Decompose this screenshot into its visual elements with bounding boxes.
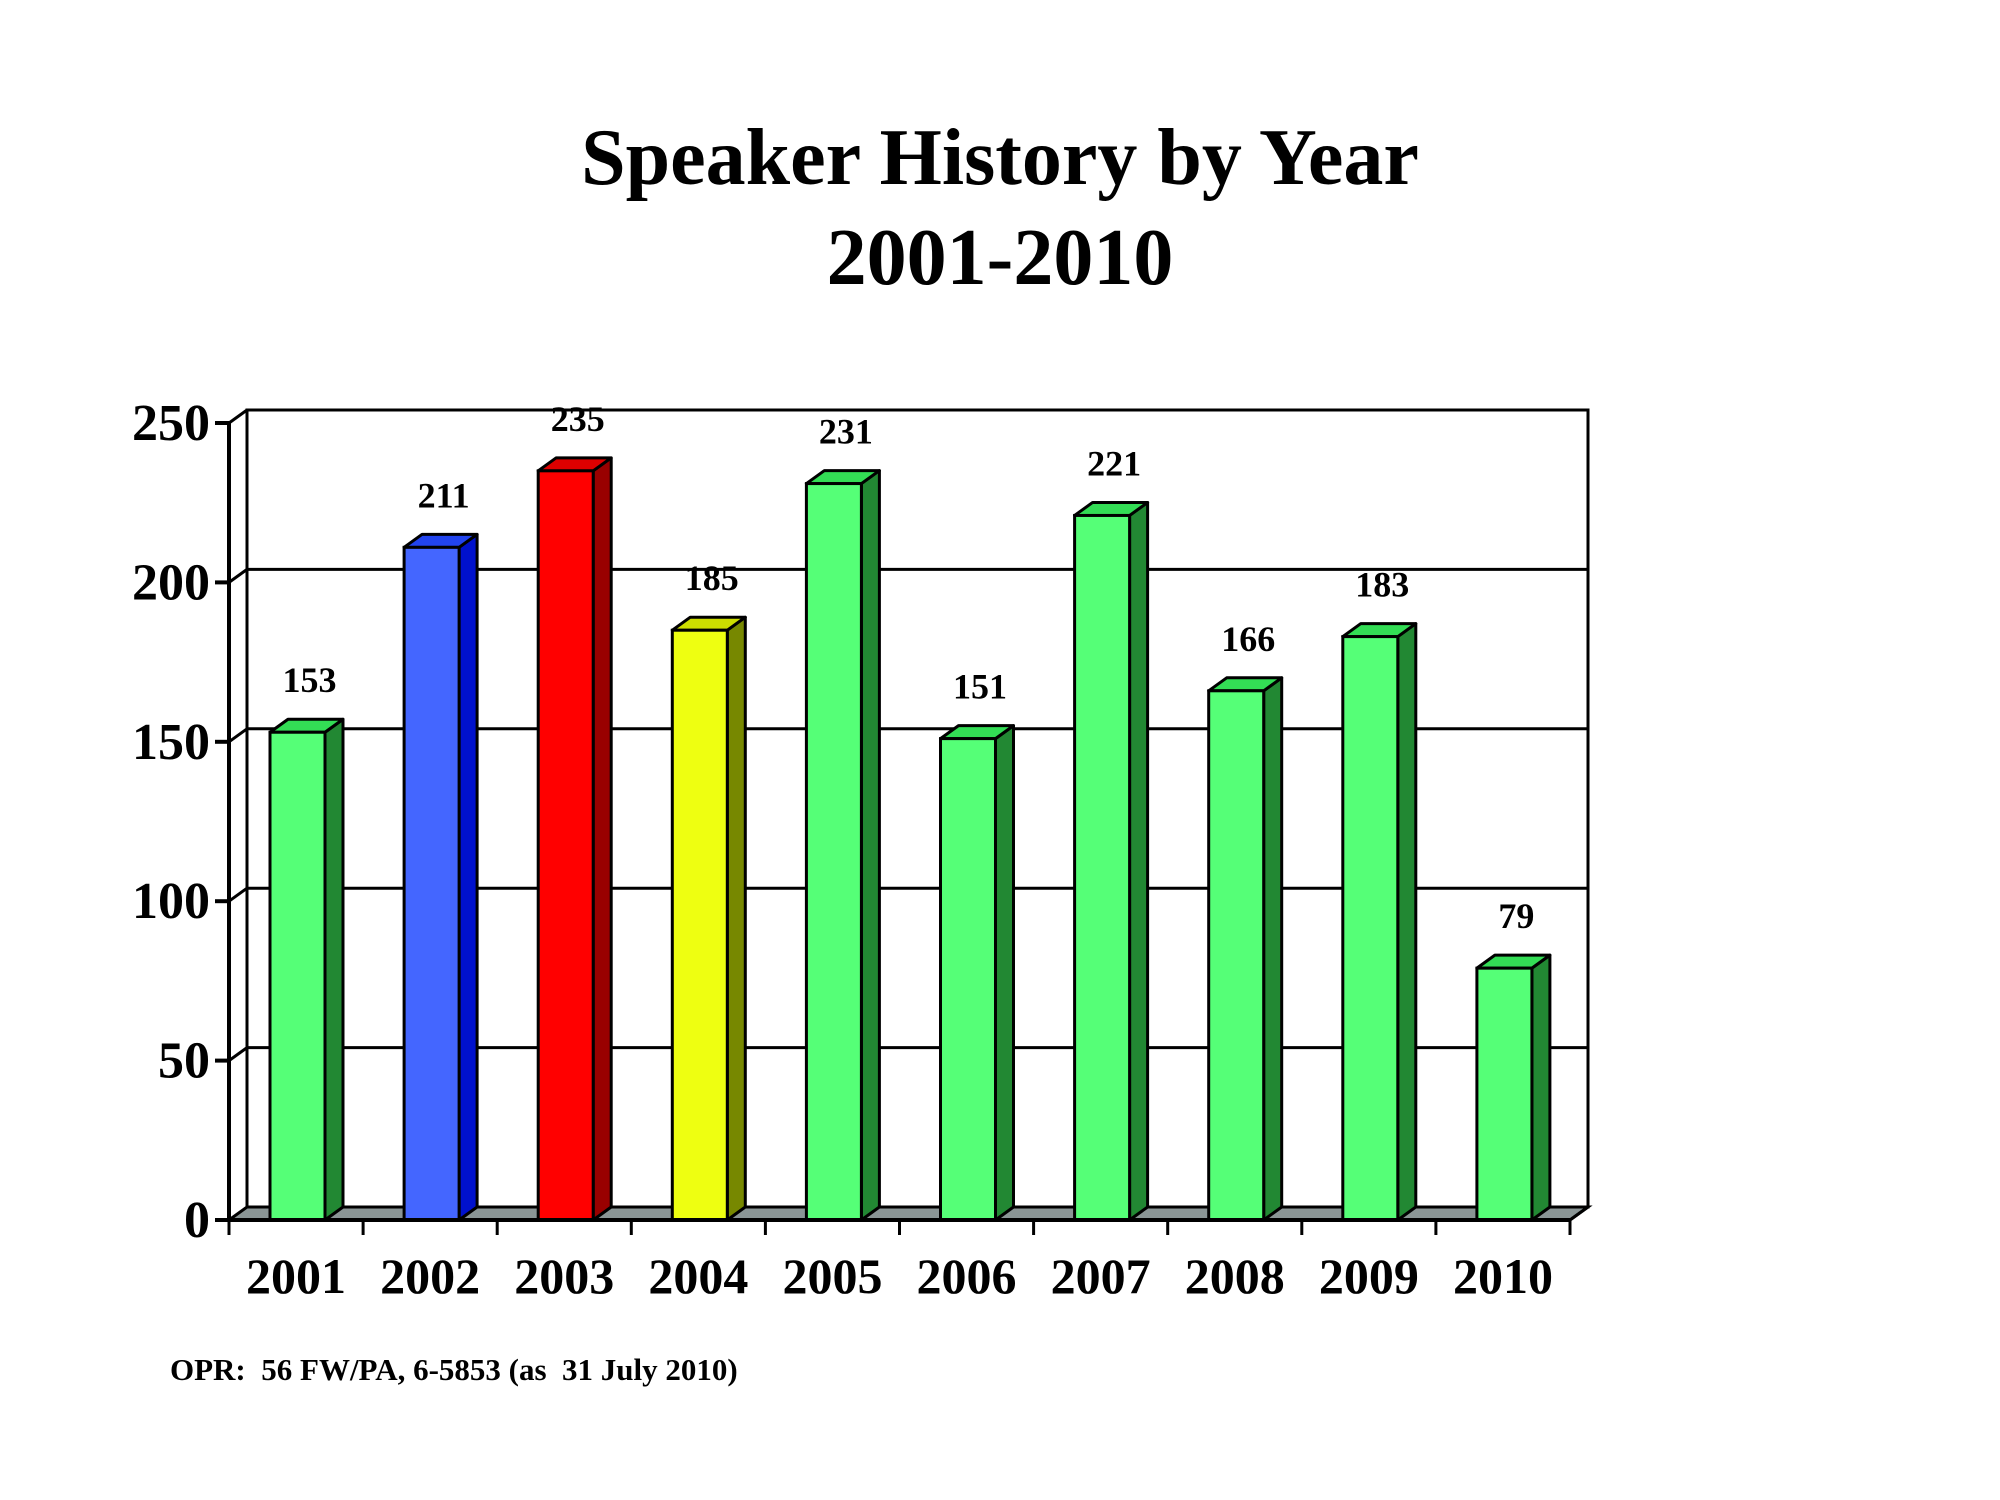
bar-2009	[1341, 622, 1418, 1222]
bar-front	[939, 737, 997, 1222]
x-tick-label: 2007	[1051, 1248, 1151, 1304]
data-label: 183	[1355, 565, 1409, 605]
gridline-side	[228, 1046, 248, 1062]
data-label: 153	[283, 660, 337, 700]
bar-2008	[1207, 676, 1284, 1222]
bar-side	[1396, 622, 1418, 1222]
bar-side	[1262, 676, 1284, 1222]
bars	[268, 456, 1552, 1222]
y-tick-label: 150	[132, 714, 210, 771]
bar-side	[1128, 500, 1150, 1222]
gridline-side	[228, 727, 248, 744]
bar-side	[1530, 953, 1552, 1222]
bar-side	[591, 456, 613, 1222]
x-tick-label: 2001	[246, 1248, 346, 1304]
bar-front	[804, 482, 863, 1222]
x-tick-label: 2005	[782, 1248, 882, 1304]
x-tick-label: 2002	[380, 1248, 480, 1304]
data-label: 211	[418, 475, 470, 515]
bar-2001	[268, 717, 345, 1222]
bar-2005	[804, 469, 881, 1222]
bar-side	[994, 724, 1015, 1222]
bar-front	[1341, 635, 1400, 1222]
gridline-side	[228, 886, 248, 903]
chart-subtitle: 2001-2010	[826, 214, 1174, 302]
x-tick-label: 2010	[1453, 1248, 1553, 1304]
gridline-side	[228, 568, 248, 584]
bar-front	[536, 469, 595, 1222]
data-label: 185	[685, 558, 739, 598]
bar-side	[457, 532, 479, 1222]
x-axis: 2001 2002 2003 2004 2005 2006 2007 2008 2009 2010	[227, 410, 1590, 1304]
bar-side	[725, 615, 747, 1222]
x-tick-label: 2009	[1319, 1248, 1419, 1304]
data-labels: 153 211 235 185 231 151 221 166 183 79	[283, 399, 1535, 936]
y-tick-label: 200	[132, 554, 210, 611]
top-left-edge	[228, 408, 248, 425]
x-tick-label: 2004	[648, 1248, 748, 1304]
footer-note: OPR: 56 FW/PA, 6-5853 (as 31 July 2010)	[170, 1352, 738, 1387]
floor-right-edge	[1569, 1205, 1589, 1222]
data-label: 235	[551, 399, 605, 439]
bar-front	[1207, 689, 1266, 1222]
bar-2006	[939, 724, 1015, 1222]
bar-2002	[402, 532, 479, 1222]
bar-side	[323, 717, 345, 1222]
x-tick-label: 2003	[514, 1248, 614, 1304]
data-label: 231	[819, 412, 873, 452]
y-tick-label: 100	[132, 873, 210, 930]
bar-2004	[670, 615, 747, 1222]
x-tick-label: 2006	[917, 1248, 1017, 1304]
x-tick-label: 2008	[1185, 1248, 1285, 1304]
bar-front	[670, 628, 729, 1222]
bar-2007	[1073, 500, 1150, 1222]
data-label: 79	[1498, 896, 1534, 936]
bar-front	[268, 730, 327, 1222]
bar-2010	[1475, 953, 1552, 1222]
y-axis: 0 50 100 150 200 250	[132, 395, 231, 1249]
data-label: 166	[1221, 619, 1275, 659]
bar-front	[402, 545, 461, 1222]
data-label: 151	[953, 667, 1007, 707]
bar-side	[859, 469, 881, 1222]
chart-title: Speaker History by Year	[581, 114, 1419, 202]
y-tick-label: 250	[132, 395, 210, 452]
bar-front	[1073, 513, 1132, 1222]
bar-2003	[536, 456, 613, 1222]
y-tick-label: 0	[184, 1192, 210, 1249]
bar-front	[1475, 966, 1534, 1222]
data-label: 221	[1087, 443, 1141, 483]
y-tick-label: 50	[158, 1033, 210, 1090]
